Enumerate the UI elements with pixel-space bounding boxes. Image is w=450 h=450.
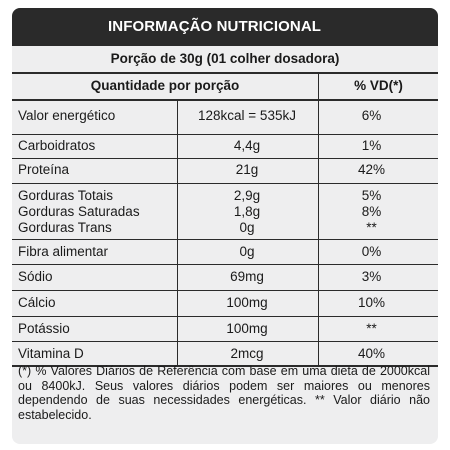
rule [12,99,438,101]
nutrient-vd: 8% [361,204,382,219]
label-title: INFORMAÇÃO NUTRICIONAL [12,8,438,46]
nutrient-name: Potássio [18,321,70,336]
rule [12,183,438,184]
column-header-quantity: Quantidade por porção [90,78,240,93]
nutrient-vd: ** [366,220,377,235]
rule [12,158,438,159]
rule [12,365,438,367]
column-divider [318,74,319,365]
nutrient-vd: 1% [361,138,382,153]
rule [12,341,438,342]
nutrient-name: Gorduras Trans [18,220,112,235]
nutrient-name: Gorduras Totais [18,188,114,203]
nutrient-vd: 0% [361,244,382,259]
nutrient-name: Cálcio [18,295,56,310]
nutrient-amount: 0g [239,220,255,235]
nutrient-name: Vitamina D [18,346,84,361]
nutrient-amount: 1,8g [233,204,261,219]
nutrient-name: Fibra alimentar [18,244,109,259]
rule [12,134,438,135]
rule [12,72,438,74]
nutrient-amount: 100mg [226,295,268,310]
nutrient-vd: 3% [361,269,382,284]
nutrient-name: Carboidratos [18,138,96,153]
nutrient-name: Sódio [18,269,53,284]
nutrient-vd: 5% [361,188,382,203]
column-header-vd: % VD(*) [354,78,403,93]
rule [12,290,438,291]
column-divider [177,101,178,365]
footnote: (*) % Valores Diários de Referência com … [18,364,430,422]
nutrient-name: Proteína [18,162,70,177]
nutrient-amount: 2,9g [233,188,261,203]
nutrient-amount: 128kcal = 535kJ [198,108,296,123]
nutrient-vd: 6% [361,108,382,123]
nutrient-vd: 40% [357,346,386,361]
nutrient-amount: 100mg [226,321,268,336]
nutrient-vd: 10% [357,295,386,310]
nutrient-name: Valor energético [18,108,116,123]
portion-size: Porção de 30g (01 colher dosadora) [110,51,340,66]
rule [12,239,438,240]
nutrient-amount: 4,4g [233,138,261,153]
nutrient-amount: 2mcg [230,346,264,361]
nutrient-vd: 42% [357,162,386,177]
nutrient-vd: ** [366,321,377,336]
rule [12,264,438,265]
nutrient-amount: 0g [239,244,255,259]
rule [12,316,438,317]
nutrient-name: Gorduras Saturadas [18,204,140,219]
nutrient-amount: 69mg [230,269,264,284]
nutrient-amount: 21g [235,162,259,177]
nutrition-label: INFORMAÇÃO NUTRICIONAL Porção de 30g (01… [12,8,438,444]
